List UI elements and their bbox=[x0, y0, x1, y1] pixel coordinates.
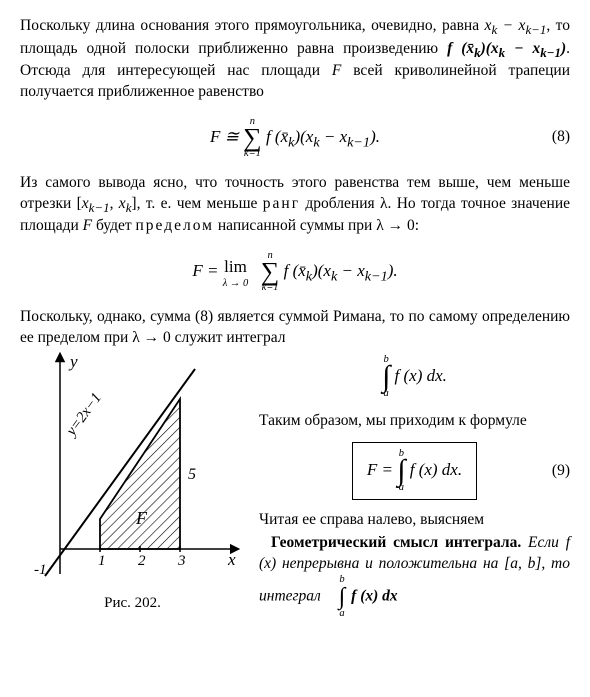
text: Поскольку длина основания этого прямоуго… bbox=[20, 17, 485, 34]
boxed-formula: F = b ∫ a f (x) dx. bbox=[352, 442, 477, 500]
text: ], т. е. чем меньше bbox=[131, 195, 262, 212]
integral-icon: b∫a bbox=[327, 575, 346, 619]
equation-number: (8) bbox=[552, 127, 570, 148]
tick-3: 3 bbox=[177, 553, 186, 569]
text: Поскольку, однако, сумма (8) является су… bbox=[20, 308, 570, 346]
math: f (x̄k)(xk − xk−1) bbox=[447, 40, 566, 57]
para-5: Читая ее справа налево, выясняем bbox=[259, 510, 570, 531]
text: будет bbox=[92, 217, 135, 234]
region-F: F bbox=[135, 508, 148, 528]
integral-icon: b ∫ a bbox=[397, 449, 405, 493]
tick-neg1: -1 bbox=[34, 562, 47, 578]
sum-icon: n ∑ k=1 bbox=[261, 251, 280, 293]
math: xk−1 bbox=[82, 195, 110, 212]
formula-limit: F = lim λ → 0 n ∑ k=1 f (x̄k)(xk − xk−1)… bbox=[20, 251, 570, 293]
para-6: Геометрический смысл интеграла. Если f (… bbox=[259, 533, 570, 619]
para-3-lead: Поскольку, однако, сумма (8) является су… bbox=[20, 307, 570, 349]
lhs: F ≅ bbox=[210, 127, 243, 146]
text-column: b ∫ a f (x) dx. Таким образом, мы приход… bbox=[259, 349, 570, 627]
math: xk bbox=[119, 195, 132, 212]
line-label: y=2x−1 bbox=[62, 390, 105, 440]
math: F bbox=[332, 62, 341, 79]
math: xk − xk−1 bbox=[485, 17, 547, 34]
body: f (x) dx. bbox=[395, 366, 447, 385]
lim-icon: lim λ → 0 bbox=[223, 256, 249, 289]
figure-caption: Рис. 202. bbox=[20, 593, 245, 613]
body: f (x̄k)(xk − xk−1). bbox=[284, 261, 398, 280]
spaced-word: пределом bbox=[135, 217, 213, 234]
spaced-word: ранг bbox=[263, 195, 300, 212]
text: , bbox=[110, 195, 119, 212]
para-2: Из самого вывода ясно, что точность этог… bbox=[20, 173, 570, 237]
figure-column: y x 1 2 3 -1 F 5 y=2x−1 Рис. 202. bbox=[20, 349, 245, 613]
text: написанной суммы при λ → 0: bbox=[214, 217, 419, 234]
lhs: F = bbox=[192, 261, 222, 280]
formula-8: F ≅ n ∑ k=1 f (x̄k)(xk − xk−1). (8) bbox=[20, 117, 570, 159]
text: f (x) dx bbox=[347, 587, 397, 604]
tick-2: 2 bbox=[138, 553, 146, 569]
formula-integral: b ∫ a f (x) dx. bbox=[259, 355, 570, 399]
sum-icon: n ∑ k=1 bbox=[243, 117, 262, 159]
formula-9: F = b ∫ a f (x) dx. (9) bbox=[259, 442, 570, 500]
side-5: 5 bbox=[188, 466, 196, 483]
tick-1: 1 bbox=[98, 553, 106, 569]
para-1: Поскольку длина основания этого прямоуго… bbox=[20, 16, 570, 103]
body: f (x̄k)(xk − xk−1). bbox=[266, 127, 380, 146]
axis-x-label: x bbox=[227, 550, 236, 569]
figure-and-text: y x 1 2 3 -1 F 5 y=2x−1 Рис. 202. b ∫ a … bbox=[20, 349, 570, 627]
heading-inline: Геометрический смысл интеграла. bbox=[271, 534, 521, 551]
para-4: Таким образом, мы приходим к формуле bbox=[259, 411, 570, 432]
integral-icon: b ∫ a bbox=[382, 355, 390, 399]
text: [a, b] bbox=[504, 555, 541, 572]
math: F bbox=[83, 217, 92, 234]
equation-number: (9) bbox=[552, 461, 570, 482]
figure-202: y x 1 2 3 -1 F 5 y=2x−1 bbox=[20, 349, 245, 589]
axis-y-label: y bbox=[68, 352, 78, 371]
